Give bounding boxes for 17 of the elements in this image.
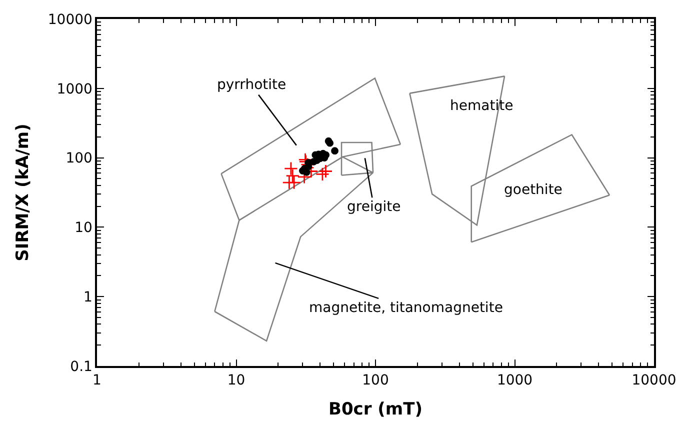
y-tick-label: 1 <box>84 290 92 306</box>
annotation: magnetite, titanomagnetite <box>309 300 503 316</box>
x-tick-label: 10 <box>227 372 246 389</box>
annotation: hematite <box>450 98 514 114</box>
y-tick-label: 10 <box>74 220 92 236</box>
x-tick-label: 1000 <box>496 372 533 389</box>
y-tick-label: 10000 <box>48 12 92 28</box>
x-tick-label: 10000 <box>632 372 676 389</box>
y-tick-label: 0.1 <box>70 358 92 375</box>
annotation: greigite <box>347 199 401 215</box>
x-tick-label: 100 <box>362 372 389 389</box>
y-tick-label: 100 <box>66 150 92 167</box>
y-tick-label: 1000 <box>56 81 92 98</box>
y-axis-title: SIRM/X (kA/m) <box>12 124 33 262</box>
annotation: goethite <box>504 182 562 198</box>
annotation: pyrrhotite <box>217 77 286 93</box>
x-axis-title: B0cr (mT) <box>328 399 423 420</box>
